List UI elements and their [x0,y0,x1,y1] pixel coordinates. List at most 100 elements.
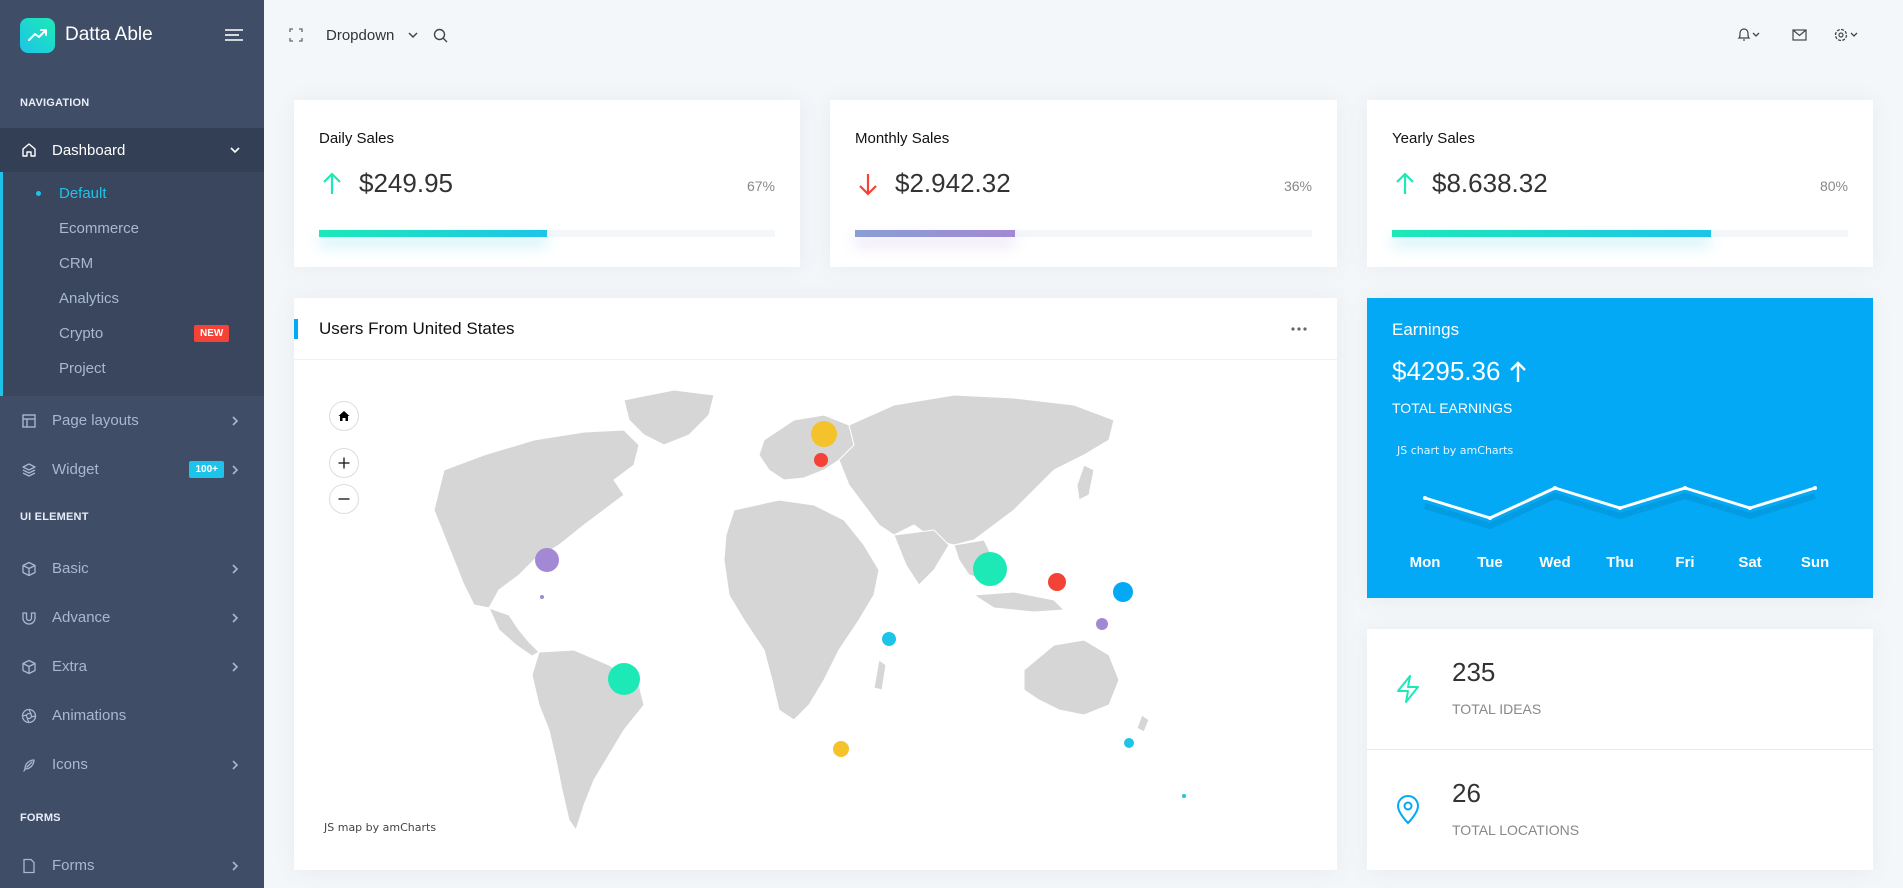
world-map[interactable] [294,360,1337,870]
sidebar-item-icons[interactable]: Icons [0,740,264,789]
earnings-point[interactable] [1683,486,1687,490]
sidebar-subitem-label: Crypto [59,325,104,342]
map-credit[interactable]: JS map by amCharts [324,821,437,834]
earnings-point[interactable] [1553,486,1557,490]
sidebar-item-label: Animations [52,707,127,724]
progress-bar [1392,230,1848,237]
progress-fill [319,230,547,237]
sidebar-item-forms[interactable]: Forms [0,841,264,888]
chevron-right-icon [232,464,239,475]
sidebar-subitem-ecommerce[interactable]: Ecommerce [59,220,140,237]
box-icon [20,560,38,578]
magnet-icon [20,609,38,627]
yearly-sales-card: Yearly Sales $8.638.32 80% [1367,100,1873,267]
continent-india [893,529,950,586]
sidebar-item-label: Basic [52,560,89,577]
continent-madagascar [873,659,887,691]
dashboard-submenu: Default Ecommerce CRM Analytics Crypto N… [0,172,264,396]
menu-toggle-icon[interactable] [224,27,244,43]
search-icon[interactable] [432,27,448,43]
x-tick-label: Mon [1409,554,1441,571]
header-dropdown-label: Dropdown [326,26,395,44]
map-pin-icon [1396,795,1420,825]
sidebar-subitem-crm[interactable]: CRM [59,255,94,272]
map-bubbles [535,421,1186,798]
map-bubble [814,453,828,467]
header-dropdown[interactable]: Dropdown [326,27,420,44]
brand-title[interactable]: Datta Able [65,24,153,45]
chevron-right-icon [232,415,239,426]
sidebar-subitem-default[interactable]: Default [3,176,264,211]
stat-value: 235 [1452,657,1496,687]
more-horizontal-icon[interactable] [1289,325,1309,333]
chart-credit[interactable]: JS chart by amCharts [1397,444,1514,457]
sidebar-item-advance[interactable]: Advance [0,593,264,642]
layers-icon [20,461,38,479]
stat-value: 26 [1452,778,1481,808]
trending-up-logo-icon[interactable] [20,17,55,53]
map-zoom-out-button[interactable] [329,484,359,514]
earnings-line-shadow [1424,492,1816,530]
title-accent [294,318,298,339]
sidebar-item-basic[interactable]: Basic [0,544,264,593]
sidebar: Datta Able NAVIGATION Dashboard Default … [0,0,264,888]
continent-europe [758,414,855,481]
chevron-right-icon [232,661,239,672]
fullscreen-icon[interactable] [288,27,304,43]
monthly-sales-card: Monthly Sales $2.942.32 36% [830,100,1337,267]
nav-caption-navigation: NAVIGATION [20,97,90,109]
sidebar-item-label: Widget [52,461,99,478]
settings-icon[interactable] [1833,27,1863,43]
map-zoom-in-button[interactable] [329,448,359,478]
x-tick-label: Sat [1738,554,1762,571]
map-card-header: Users From United States [294,298,1337,360]
sidebar-subitem-project[interactable]: Project [59,360,106,377]
chevron-down-icon [408,32,418,39]
earnings-point[interactable] [1618,506,1622,510]
stat-row-locations: 26 TOTAL LOCATIONS [1367,750,1873,871]
sidebar-item-widget[interactable]: Widget 100+ [0,445,264,494]
x-tick-label: Tue [1477,554,1503,571]
map-bubble [608,663,640,695]
map-bubble [540,595,544,599]
map-bubble [1096,618,1108,630]
map-bubble [1048,573,1066,591]
earnings-title: Earnings [1392,320,1460,339]
earnings-line-chart [1423,486,1817,530]
map-bubble [1113,582,1133,602]
sidebar-item-page-layouts[interactable]: Page layouts [0,396,264,445]
sidebar-subitem-analytics[interactable]: Analytics [59,290,120,307]
map-home-button[interactable] [329,401,359,431]
earnings-card: Earnings $4295.36 TOTAL EARNINGS JS char… [1367,298,1873,598]
sidebar-item-extra[interactable]: Extra [0,642,264,691]
stat-row-ideas: 235 TOTAL IDEAS [1367,629,1873,750]
bell-icon[interactable] [1735,27,1765,43]
continent-asia [838,394,1115,546]
sidebar-subitem-crypto[interactable]: Crypto NEW [3,316,264,351]
top-header: Dropdown [264,0,1903,70]
map-bubble [811,421,837,447]
continent-greenland [623,389,715,446]
earnings-point[interactable] [1748,506,1752,510]
map-bubble [1124,738,1134,748]
sales-percent: 80% [1819,178,1848,194]
nav-caption-forms: FORMS [20,812,61,824]
map-bubble [833,741,849,757]
chevron-down-icon [230,147,240,154]
sidebar-item-label: Icons [52,756,88,773]
zap-icon [1397,675,1419,703]
stats-card: 235 TOTAL IDEAS 26 TOTAL LOCATIONS [1367,629,1873,870]
count-badge: 100+ [189,461,224,478]
sidebar-item-label: Page layouts [52,412,139,429]
sidebar-item-animations[interactable]: Animations [0,691,264,740]
card-title: Daily Sales [319,130,395,147]
earnings-value: $4295.36 [1392,356,1501,386]
sidebar-item-label: Extra [52,658,88,675]
file-text-icon [20,857,38,875]
earnings-point[interactable] [1423,496,1427,500]
earnings-point[interactable] [1813,486,1817,490]
earnings-point[interactable] [1488,516,1492,520]
sidebar-item-dashboard[interactable]: Dashboard [0,128,264,172]
mail-icon[interactable] [1791,27,1807,43]
x-tick-label: Sun [1800,554,1830,571]
